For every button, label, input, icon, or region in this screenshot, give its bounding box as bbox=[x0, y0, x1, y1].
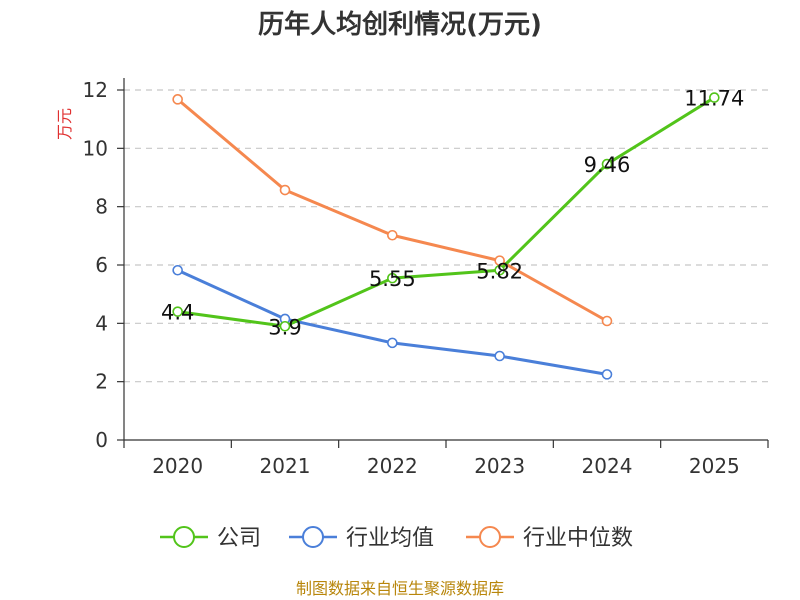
series-line-0 bbox=[177, 96, 716, 328]
legend-marker bbox=[173, 526, 195, 548]
legend[interactable]: 公司 行业均值 行业中位数 bbox=[160, 526, 633, 551]
x-tick-label-2022: 2022 bbox=[367, 454, 418, 478]
data-point-s1-4 bbox=[601, 369, 613, 380]
x-axis: 2020 2021 2022 2023 2024 2025 bbox=[123, 78, 769, 478]
chart-title: 历年人均创利情况(万元) bbox=[258, 9, 542, 40]
data-label-2025: 11.74 bbox=[684, 87, 744, 111]
data-point-s0-1 bbox=[279, 320, 291, 332]
y-axis-ticks: 0 2 4 6 8 10 12 bbox=[83, 78, 124, 452]
x-tick-label-2024: 2024 bbox=[582, 454, 633, 478]
data-labels: 4.4 3.9 5.55 5.82 9.46 11.74 bbox=[161, 87, 744, 340]
y-tick-label-10: 10 bbox=[83, 136, 108, 160]
legend-marker bbox=[479, 526, 501, 548]
data-point-s0-2 bbox=[387, 272, 398, 284]
source-note: 制图数据来自恒生聚源数据库 bbox=[296, 579, 504, 598]
x-tick-label-2020: 2020 bbox=[152, 454, 203, 478]
y-tick-label-4: 4 bbox=[95, 311, 108, 335]
legend-label: 公司 bbox=[217, 526, 261, 551]
legend-item-1[interactable]: 行业均值 bbox=[289, 526, 434, 551]
legend-item-0[interactable]: 公司 bbox=[160, 526, 261, 551]
data-point-s0-4 bbox=[601, 158, 613, 170]
y-tick-label-2: 2 bbox=[95, 370, 108, 394]
y-tick-label-8: 8 bbox=[95, 195, 108, 219]
legend-marker bbox=[302, 526, 324, 548]
data-point-s1-2 bbox=[387, 337, 398, 349]
data-label-2020: 4.4 bbox=[161, 301, 194, 325]
legend-label: 行业中位数 bbox=[523, 526, 633, 551]
x-tick-label-2021: 2021 bbox=[260, 454, 311, 478]
series-group bbox=[172, 92, 720, 380]
data-point-s0-0 bbox=[172, 306, 183, 317]
data-point-s2-0 bbox=[172, 94, 183, 105]
y-tick-label-12: 12 bbox=[83, 78, 108, 102]
y-tick-label-0: 0 bbox=[95, 428, 108, 452]
data-point-s2-2 bbox=[387, 229, 398, 241]
data-label-2024: 9.46 bbox=[584, 153, 631, 177]
data-label-2023: 5.82 bbox=[476, 259, 523, 283]
x-tick-label-2023: 2023 bbox=[474, 454, 525, 478]
data-point-s2-4 bbox=[601, 315, 613, 327]
data-label-2022: 5.55 bbox=[369, 267, 416, 291]
legend-label: 行业均值 bbox=[346, 526, 434, 551]
data-point-s0-3 bbox=[494, 264, 505, 276]
legend-item-2[interactable]: 行业中位数 bbox=[466, 526, 633, 551]
x-tick-label-2025: 2025 bbox=[689, 454, 740, 478]
data-label-2021: 3.9 bbox=[268, 315, 301, 339]
grid-lines bbox=[124, 89, 768, 383]
y-tick-label-6: 6 bbox=[95, 253, 108, 277]
data-point-s2-1 bbox=[279, 184, 291, 196]
y-axis-label: 万元 bbox=[55, 108, 74, 140]
data-point-s1-0 bbox=[172, 264, 183, 276]
data-point-s0-5 bbox=[709, 92, 720, 103]
data-point-s1-3 bbox=[494, 350, 505, 362]
